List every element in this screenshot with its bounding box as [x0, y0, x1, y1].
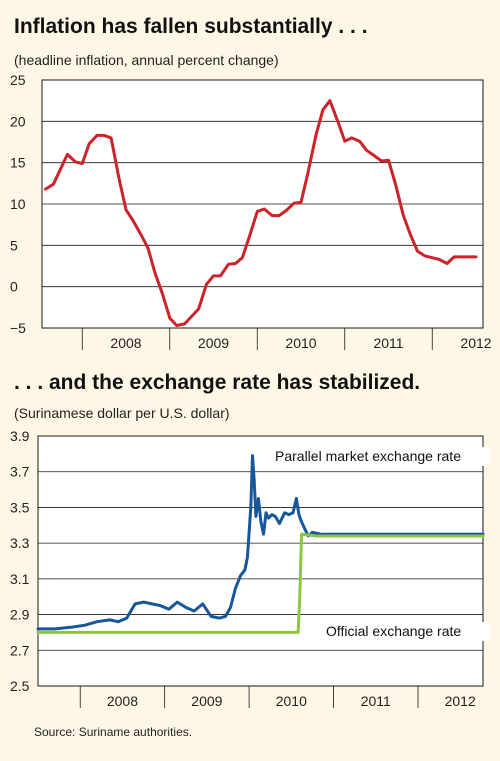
chart1-xtick-label: 2008 [110, 335, 141, 351]
chart2-ytick-label: 3.3 [10, 535, 30, 551]
chart2-ytick-label: 3.9 [10, 428, 30, 444]
chart1-ytick-label: 15 [10, 155, 26, 171]
chart2-xtick-label: 2011 [361, 693, 391, 709]
chart1-xtick-label: 2011 [373, 335, 403, 351]
chart2-parallel-market-exchange-rate-line [36, 454, 485, 631]
chart2-xtick-label: 2008 [107, 693, 138, 709]
chart2-xtick-label: 2010 [276, 693, 307, 709]
chart2-plot-frame [37, 435, 484, 687]
chart2-ytick-label: 3.7 [10, 464, 30, 480]
chart2-title: . . . and the exchange rate has stabiliz… [14, 371, 420, 394]
chart2-subtitle: (Surinamese dollar per U.S. dollar) [14, 405, 230, 421]
chart2-ytick-label: 3.5 [10, 499, 30, 515]
chart2-ytick-label: 2.9 [10, 607, 30, 623]
chart2-label-bg [323, 622, 490, 641]
chart2-xtick-label: 2012 [445, 693, 476, 709]
chart1-xtick-label: 2012 [460, 335, 491, 351]
source-note: Source: Suriname authorities. [34, 725, 192, 739]
chart1-xtick-label: 2010 [285, 335, 316, 351]
chart2-series-label: Official exchange rate [326, 623, 461, 639]
chart2-ytick-label: 2.7 [10, 642, 30, 658]
chart2-plot-area [38, 436, 483, 686]
chart2-label-bg [272, 447, 490, 466]
chart2-official-exchange-rate-line [36, 532, 485, 634]
chart1-ytick-label: 20 [10, 113, 26, 129]
chart1-plot-frame [41, 79, 484, 329]
chart1-ytick-label: 5 [10, 237, 18, 253]
chart2-ytick-label: 3.1 [10, 571, 30, 587]
chart1-ytick-label: 10 [10, 196, 26, 212]
chart1-subtitle: (headline inflation, annual percent chan… [14, 52, 279, 68]
chart1-title: Inflation has fallen substantially . . . [14, 15, 368, 38]
chart2-xtick-label: 2009 [191, 693, 222, 709]
chart1-xtick-label: 2009 [198, 335, 229, 351]
chart1-ytick-label: 25 [10, 72, 26, 88]
chart2-series-label: Parallel market exchange rate [275, 448, 461, 464]
chart1-ytick-label: −5 [10, 320, 26, 336]
chart2-ytick-label: 2.5 [10, 678, 30, 694]
chart1-ytick-label: 0 [10, 279, 18, 295]
chart1-series-1-line [44, 99, 478, 327]
